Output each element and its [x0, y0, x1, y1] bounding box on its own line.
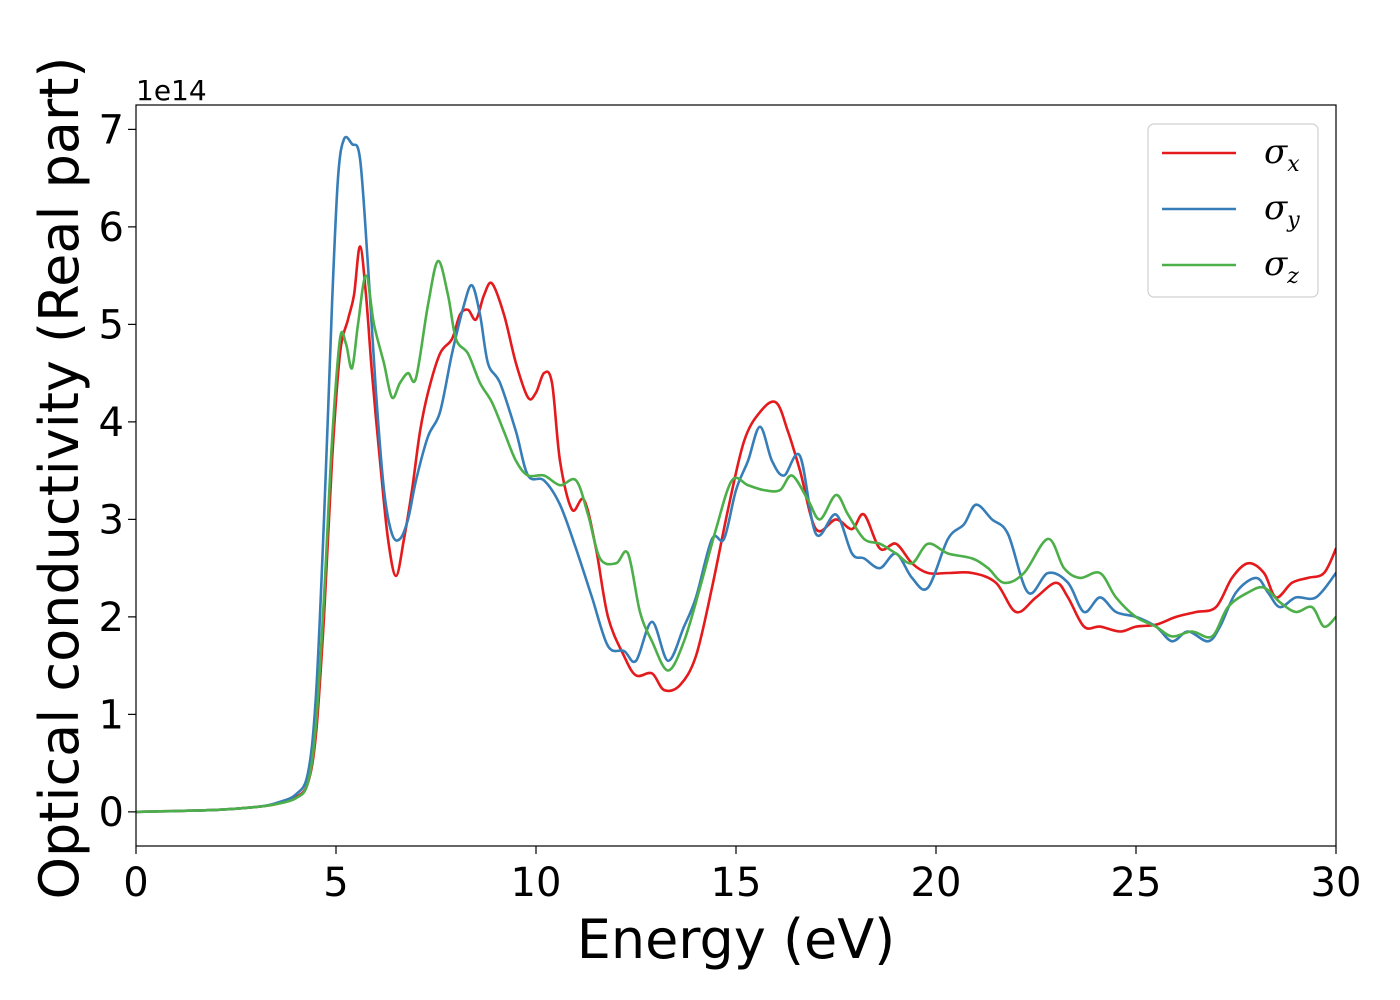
y-tick-label: 7: [99, 107, 124, 153]
series-line-x: [136, 245, 1336, 814]
y-offset-label: 1e14: [136, 74, 207, 107]
x-tick-label: 20: [911, 860, 962, 906]
legend: σx σy σz: [1147, 123, 1319, 298]
x-tick-label: 5: [323, 860, 348, 906]
y-tick-label: 6: [99, 205, 124, 251]
x-axis-label: Energy (eV): [577, 908, 896, 971]
y-tick-label: 3: [99, 497, 124, 543]
x-tick-label: 15: [711, 860, 762, 906]
x-tick-label: 10: [511, 860, 562, 906]
x-tick-label: 30: [1311, 860, 1362, 906]
series-lines: [136, 135, 1336, 814]
y-tick-label: 1: [99, 692, 124, 738]
y-axis-label: Optical conductivity (Real part): [28, 57, 91, 900]
plot-area: [135, 104, 1337, 847]
y-tick-label: 2: [99, 595, 124, 641]
legend-label-x: σx: [1264, 132, 1300, 177]
y-tick-label: 5: [99, 302, 124, 348]
legend-box: [1147, 123, 1319, 298]
y-tick-label: 4: [99, 400, 124, 446]
x-tick-label: 25: [1111, 860, 1162, 906]
series-line-y: [136, 135, 1336, 814]
x-tick-label: 0: [123, 860, 148, 906]
legend-label-z: σz: [1264, 244, 1299, 289]
y-axis-ticks: 0 1 2 3 4 5 6 7: [99, 107, 136, 836]
legend-label-y: σy: [1264, 188, 1300, 233]
x-axis-ticks: 0 5 10 15 20 25 30: [123, 846, 1361, 906]
y-tick-label: 0: [99, 790, 124, 836]
series-line-z: [136, 259, 1336, 814]
